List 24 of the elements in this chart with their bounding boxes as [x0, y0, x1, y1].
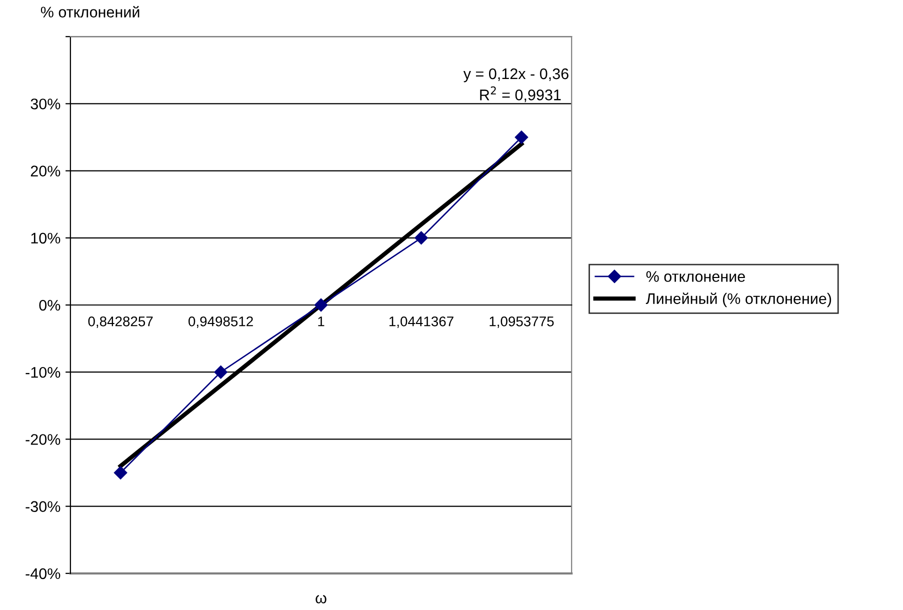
x-axis-title: ω: [316, 595, 326, 604]
y-tick-label: -20%: [26, 434, 60, 445]
x-tick-label: 1: [318, 316, 324, 326]
y-tick-label: 10%: [31, 232, 60, 244]
legend-label: Линейный (% отклонение): [646, 292, 832, 308]
annotation: y = 0,12x - 0,36: [463, 68, 568, 82]
point: [414, 231, 428, 244]
y-tick-label: -10%: [26, 366, 60, 378]
y-tick-label: 0%: [39, 300, 60, 311]
point: [514, 130, 528, 144]
y-axis-title: % отклонений: [40, 6, 140, 18]
x-tick-label: 0,8428257: [88, 316, 153, 328]
legend-label: % отклонение: [646, 271, 745, 282]
point: [314, 298, 328, 312]
x-tick-label: 1,0441367: [389, 316, 454, 328]
y-tick-label: -40%: [26, 568, 60, 580]
point: [114, 466, 128, 480]
annotation: R$^{2}$ = 0,9931: [480, 86, 561, 102]
x-tick-label: 0,9498512: [188, 316, 253, 328]
y-tick-label: -30%: [26, 501, 60, 512]
y-tick-label: 20%: [30, 166, 60, 176]
y-tick-label: 30%: [30, 98, 60, 110]
point: [214, 366, 228, 379]
x-tick-label: 1,0953775: [490, 316, 554, 328]
